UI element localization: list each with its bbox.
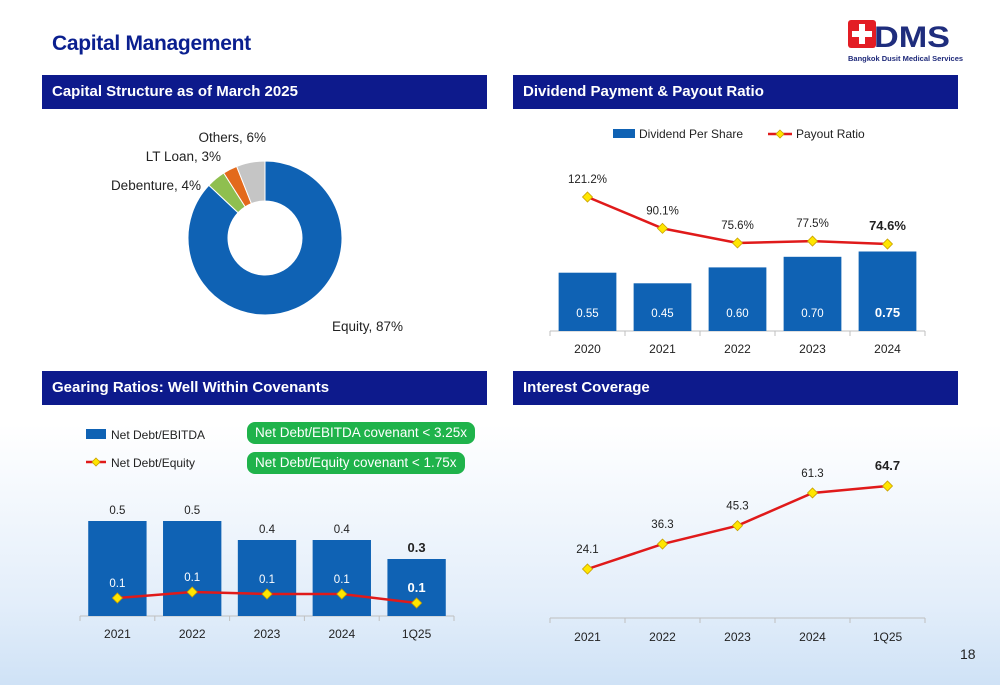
line-marker: [656, 538, 669, 550]
bar-data-label: 0.60: [726, 308, 748, 320]
bar-data-label: 0.4: [334, 524, 351, 536]
x-tick-label: 2022: [649, 630, 676, 644]
line-data-label: 45.3: [726, 501, 748, 513]
page-title: Capital Management: [52, 32, 251, 55]
pie-label: Others, 6%: [198, 130, 266, 145]
legend-label: Dividend Per Share: [639, 127, 743, 141]
bar: [783, 256, 842, 331]
legend-swatch-bar: [86, 429, 106, 439]
pie-label: Equity, 87%: [332, 319, 403, 334]
pie-slice: [236, 160, 266, 205]
page-number: 18: [960, 646, 976, 662]
bar-data-label: 0.55: [576, 308, 598, 320]
bdms-logo: DMS Bangkok Dusit Medical Services: [848, 16, 964, 68]
line-marker: [336, 588, 348, 600]
line-marker: [581, 191, 594, 203]
svg-text:DMS: DMS: [874, 21, 950, 52]
x-tick-label: 2022: [724, 342, 751, 356]
ebitda-covenant-badge: Net Debt/EBITDA covenant < 3.25x: [247, 422, 475, 444]
line-marker: [581, 563, 594, 575]
chart-legend: Net Debt/EBITDA Net Debt/Equity: [86, 428, 205, 470]
bar-data-label: 0.4: [259, 524, 276, 536]
line-data-label: 64.7: [875, 458, 900, 473]
x-tick-label: 2024: [328, 627, 355, 641]
bar: [163, 521, 222, 616]
interest-header: Interest Coverage: [513, 371, 958, 405]
bar: [708, 267, 767, 331]
x-tick-label: 2020: [574, 342, 601, 356]
legend-marker: [775, 129, 785, 139]
x-tick-label: 2023: [724, 630, 751, 644]
line-data-label: 77.5%: [796, 218, 829, 230]
pie-slice: [187, 160, 343, 316]
chart-legend: Dividend Per Share Payout Ratio: [613, 127, 865, 141]
line-data-label: 61.3: [801, 468, 823, 480]
legend-marker: [91, 457, 101, 467]
dividend-chart: Dividend Per Share Payout Ratio 0.55 2020 0.…: [549, 127, 926, 356]
legend-label: Payout Ratio: [796, 127, 865, 141]
bar: [312, 540, 371, 616]
line-data-label: 90.1%: [646, 205, 679, 217]
capital-structure-chart: Equity, 87% Debenture, 4% LT Loan, 3% Other…: [111, 130, 403, 334]
x-tick-label: 1Q25: [873, 630, 903, 644]
gearing-chart: Net Debt/EBITDA Net Debt/Equity 0.5 2021 0.5…: [79, 428, 455, 641]
line-data-label: 74.6%: [869, 218, 906, 233]
line-data-label: 0.1: [109, 578, 125, 590]
line-data-label: 24.1: [576, 544, 598, 556]
x-tick-label: 2022: [179, 627, 206, 641]
line-marker: [411, 597, 423, 609]
line-data-label: 36.3: [651, 519, 673, 531]
line-marker: [111, 592, 123, 604]
legend-swatch-bar: [613, 129, 635, 138]
x-tick-label: 2021: [574, 630, 601, 644]
line-marker: [881, 480, 894, 492]
x-tick-label: 2021: [104, 627, 131, 641]
capital-structure-header: Capital Structure as of March 2025: [42, 75, 487, 109]
line-marker: [881, 238, 894, 250]
bar-data-label: 0.5: [184, 505, 200, 517]
x-tick-label: 2024: [799, 630, 826, 644]
line-marker: [656, 222, 669, 234]
interest-coverage-chart: 24.1 2021 36.3 2022 45.3 2023 61.3 2024 64.7 1Q25: [549, 458, 926, 644]
bar: [633, 283, 692, 331]
bar-data-label: 0.75: [875, 305, 900, 320]
line-marker: [806, 235, 819, 247]
bar: [858, 251, 917, 331]
line-marker: [186, 586, 198, 598]
line-marker: [261, 588, 273, 600]
bar-data-label: 0.5: [109, 505, 125, 517]
line-marker: [806, 487, 819, 499]
bar: [558, 272, 617, 331]
bar: [237, 540, 297, 616]
line-data-label: 0.1: [259, 574, 275, 586]
pie-label: Debenture, 4%: [111, 178, 201, 193]
x-tick-label: 2024: [874, 342, 901, 356]
line-data-label: 0.1: [408, 580, 426, 595]
line-data-label: 0.1: [184, 572, 200, 584]
bar-data-label: 0.3: [408, 540, 426, 555]
dividend-header: Dividend Payment & Payout Ratio: [513, 75, 958, 109]
line-data-label: 121.2%: [568, 174, 607, 186]
gearing-header: Gearing Ratios: Well Within Covenants: [42, 371, 487, 405]
bdms-logo-mark: DMS: [848, 20, 950, 52]
line-marker: [731, 237, 744, 249]
bar-data-label: 0.45: [651, 308, 673, 320]
bar-data-label: 0.70: [801, 308, 823, 320]
legend-label: Net Debt/EBITDA: [111, 428, 205, 442]
x-tick-label: 2023: [799, 342, 826, 356]
equity-covenant-badge: Net Debt/Equity covenant < 1.75x: [247, 452, 465, 474]
logo-subtitle: Bangkok Dusit Medical Services: [848, 54, 964, 63]
line-marker: [731, 520, 744, 532]
pie-label: LT Loan, 3%: [146, 149, 221, 164]
x-tick-label: 2021: [649, 342, 676, 356]
legend-label: Net Debt/Equity: [111, 456, 195, 470]
x-tick-label: 2023: [254, 627, 281, 641]
x-tick-label: 1Q25: [402, 627, 432, 641]
line-data-label: 75.6%: [721, 220, 754, 232]
line-data-label: 0.1: [334, 574, 350, 586]
